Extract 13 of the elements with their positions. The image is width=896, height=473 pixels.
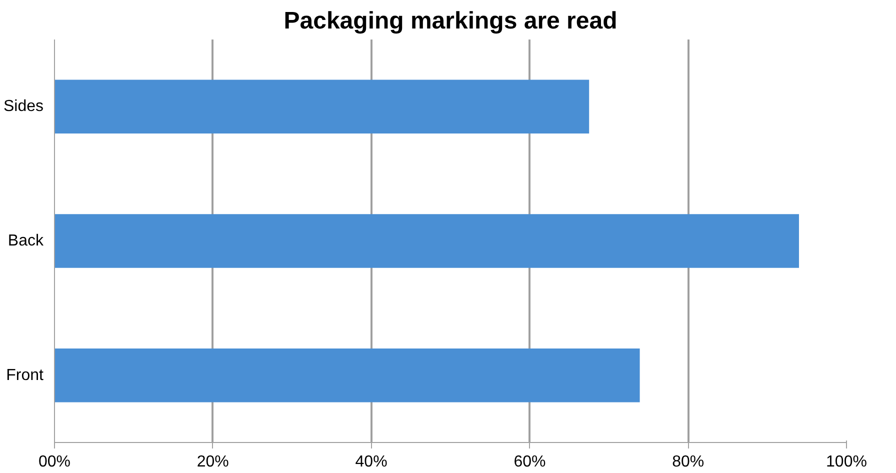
chart-title: Packaging markings are read <box>284 8 618 34</box>
x-tick-label: 20% <box>196 454 229 470</box>
x-tick-label: 40% <box>355 454 388 470</box>
x-tick-label: 00% <box>38 454 71 470</box>
bar <box>54 80 590 134</box>
x-tick-label: 100% <box>826 454 867 470</box>
bar <box>54 348 640 402</box>
y-tick-label: Front <box>6 366 44 384</box>
x-tick-label: 60% <box>514 454 546 470</box>
x-tick-label: 80% <box>672 454 704 470</box>
y-tick-label: Sides <box>3 98 44 116</box>
y-tick-label: Back <box>8 232 44 250</box>
bar <box>54 214 799 268</box>
